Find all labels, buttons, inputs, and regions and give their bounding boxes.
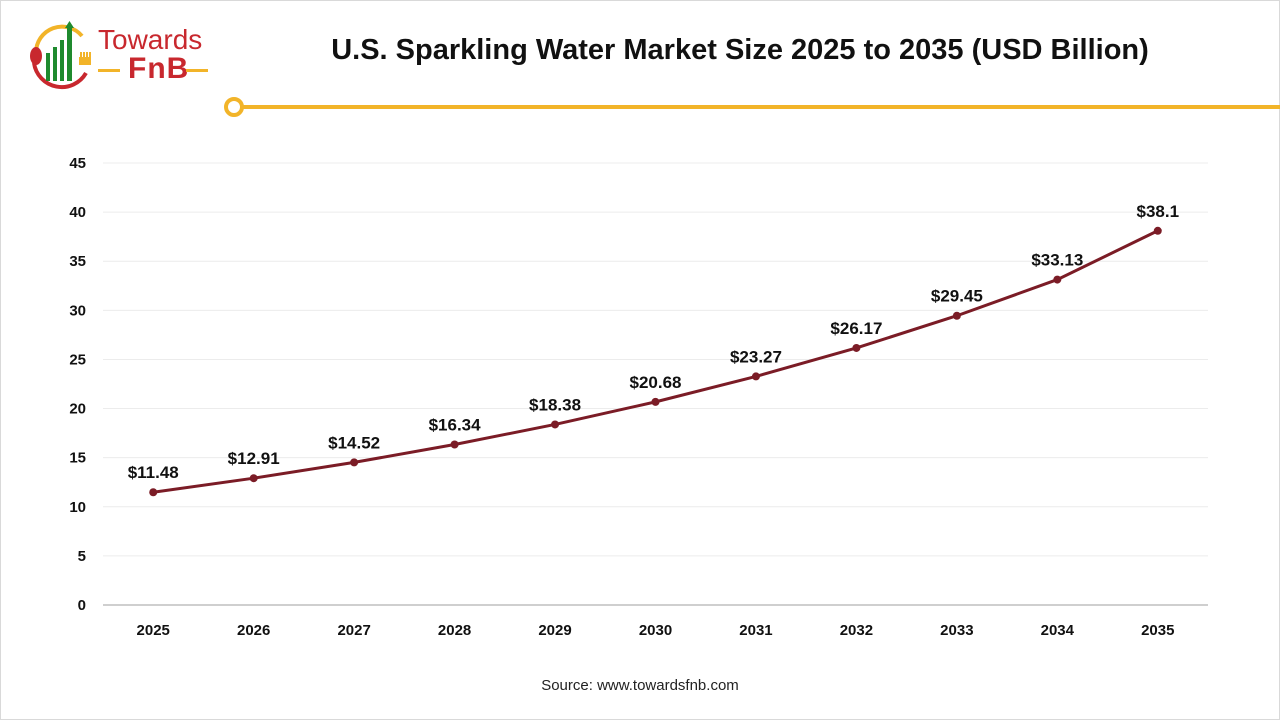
logo-text-fnb: FnB [128, 52, 190, 85]
y-tick-label: 45 [69, 155, 86, 172]
x-tick-label: 2029 [538, 622, 571, 639]
x-tick-label: 2031 [739, 622, 772, 639]
data-label: $38.1 [1136, 202, 1179, 221]
logo-text-towards: Towards [98, 24, 203, 55]
data-point [952, 311, 961, 320]
y-tick-label: 35 [69, 253, 86, 270]
data-point [149, 488, 158, 497]
x-tick-label: 2028 [438, 622, 471, 639]
data-point [350, 458, 359, 467]
data-point [249, 474, 258, 483]
x-tick-label: 2033 [940, 622, 973, 639]
data-point [1053, 275, 1062, 284]
logo-dash [186, 69, 208, 72]
y-tick-label: 0 [78, 597, 86, 614]
towards-fnb-logo: Towards FnB [26, 18, 216, 93]
x-tick-label: 2030 [639, 622, 672, 639]
source-note: Source: www.towardsfnb.com [541, 677, 739, 694]
y-tick-label: 40 [69, 204, 86, 221]
series-line [153, 229, 1159, 494]
data-point [852, 343, 861, 352]
logo-icon [30, 21, 91, 90]
x-tick-label: 2034 [1041, 622, 1075, 639]
data-point [551, 420, 560, 429]
y-tick-label: 30 [69, 302, 86, 319]
data-label: $20.68 [630, 373, 682, 392]
data-label: $26.17 [830, 319, 882, 338]
data-point [1153, 226, 1162, 235]
data-label: $18.38 [529, 395, 581, 414]
x-tick-label: 2032 [840, 622, 873, 639]
data-point [450, 440, 459, 449]
data-label: $23.27 [730, 347, 782, 366]
y-tick-label: 25 [69, 351, 86, 368]
y-tick-label: 15 [69, 450, 86, 467]
y-tick-label: 5 [78, 548, 86, 565]
x-tick-label: 2035 [1141, 622, 1174, 639]
data-label: $29.45 [931, 287, 983, 306]
x-tick-label: 2026 [237, 622, 270, 639]
x-tick-label: 2027 [337, 622, 370, 639]
data-point [651, 397, 660, 406]
data-point [751, 372, 760, 381]
logo-dash [98, 69, 120, 72]
title-accent-circle [224, 97, 244, 117]
chart-title: U.S. Sparkling Water Market Size 2025 to… [331, 34, 1149, 66]
data-label: $33.13 [1031, 251, 1083, 270]
data-label: $16.34 [429, 416, 482, 435]
y-tick-label: 20 [69, 401, 86, 418]
data-label: $11.48 [128, 463, 179, 482]
x-tick-label: 2025 [137, 622, 170, 639]
data-label: $14.52 [328, 433, 380, 452]
data-label: $12.91 [228, 449, 280, 468]
y-tick-label: 10 [69, 499, 86, 516]
